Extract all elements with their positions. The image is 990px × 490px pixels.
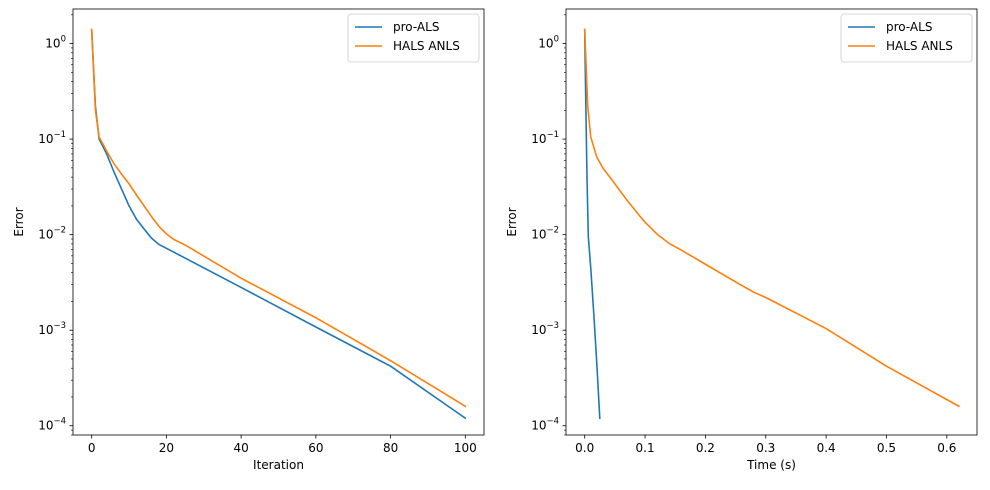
- y-tick-label: 100: [538, 35, 559, 51]
- y-tick-label: 100: [45, 35, 66, 51]
- legend-label: pro-ALS: [886, 20, 932, 34]
- chart-panel-2: 0.0 0.1 0.2 0.3 0.4 0.5 0.6 10−4 10−3 10−2 10−1 100…: [505, 8, 978, 472]
- legend: pro-ALS HALS ANLS: [840, 13, 973, 63]
- x-tick-label: 0.3: [756, 441, 775, 455]
- legend-label: HALS ANLS: [393, 39, 460, 53]
- chart-panel-1: 0 20 40 60 80 100 10−4 10−3 10−2 10−1 100 Iteration…: [12, 8, 485, 472]
- y-axis-label: Error: [12, 207, 26, 236]
- legend-box: [840, 13, 973, 63]
- legend-box: [347, 13, 480, 63]
- x-tick-label: 0.5: [877, 441, 896, 455]
- y-tick-label: 10−2: [38, 226, 66, 242]
- series-line-1: [90, 28, 467, 420]
- x-tick-label: 100: [454, 441, 477, 455]
- y-axis-label: Error: [505, 207, 519, 236]
- legend-label: pro-ALS: [393, 20, 439, 34]
- x-axis-label: Iteration: [253, 458, 304, 472]
- y-tick-label: 10−1: [531, 130, 559, 146]
- x-tick-label: 40: [233, 441, 248, 455]
- x-tick-label: 0.4: [817, 441, 836, 455]
- y-tick-label: 10−2: [531, 226, 559, 242]
- x-tick-label: 60: [308, 441, 323, 455]
- x-tick-label: 0: [88, 441, 96, 455]
- x-tick-label: 0.6: [937, 441, 956, 455]
- legend: pro-ALS HALS ANLS: [347, 13, 480, 63]
- axes-frame: [565, 8, 978, 436]
- x-tick-label: 0.0: [575, 441, 594, 455]
- y-tick-label: 10−4: [38, 417, 66, 433]
- y-tick-label: 10−4: [531, 417, 559, 433]
- series-line-2: [90, 28, 467, 408]
- series-line-1: [583, 28, 601, 420]
- x-tick-label: 20: [159, 441, 174, 455]
- x-tick-label: 80: [383, 441, 398, 455]
- axes-frame: [72, 8, 485, 436]
- y-tick-label: 10−3: [38, 321, 66, 337]
- legend-label: HALS ANLS: [886, 39, 953, 53]
- x-tick-label: 0.1: [636, 441, 655, 455]
- x-axis-label: Time (s): [746, 458, 796, 472]
- y-tick-label: 10−1: [38, 130, 66, 146]
- y-tick-label: 10−3: [531, 321, 559, 337]
- series-line-2: [583, 28, 960, 408]
- x-tick-label: 0.2: [696, 441, 715, 455]
